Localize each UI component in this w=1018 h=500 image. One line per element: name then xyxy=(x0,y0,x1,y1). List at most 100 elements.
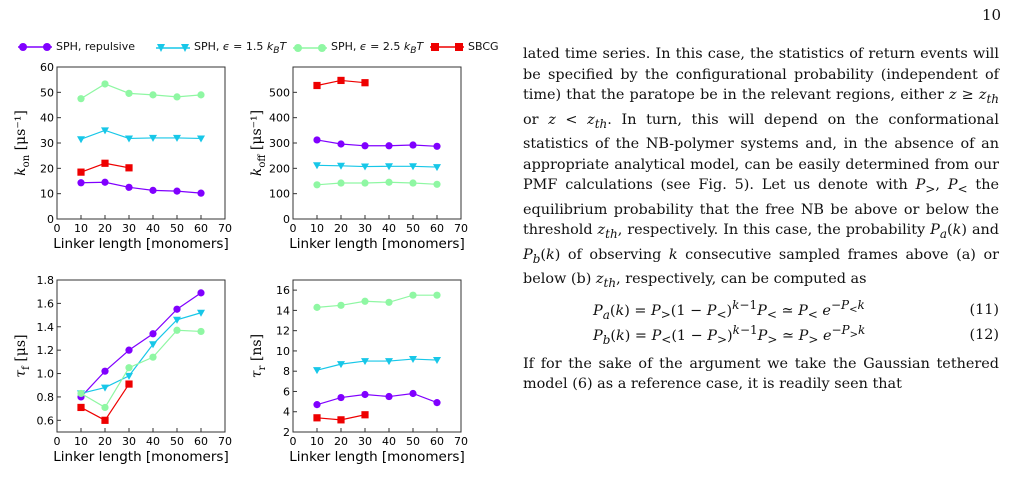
x-tick-label: 40 xyxy=(382,222,396,235)
series-1 xyxy=(77,289,205,401)
y-tick-label: 100 xyxy=(269,188,290,201)
data-point xyxy=(197,189,205,197)
y-tick-label: 10 xyxy=(276,345,290,358)
data-point xyxy=(125,89,133,97)
data-point xyxy=(385,298,393,306)
legend-item-sbcg: SBCG xyxy=(430,40,499,53)
x-tick-label: 30 xyxy=(358,222,372,235)
x-tick-label: 10 xyxy=(74,435,88,448)
data-point xyxy=(409,356,417,364)
y-tick-label: 1.4 xyxy=(37,321,55,334)
series-4 xyxy=(313,76,369,90)
series-3 xyxy=(313,291,441,311)
y-tick-label: 14 xyxy=(276,304,290,317)
data-point xyxy=(361,358,369,366)
y-tick-label: 500 xyxy=(269,86,290,99)
x-tick-label: 30 xyxy=(122,222,136,235)
x-tick-label: 60 xyxy=(430,435,444,448)
legend-label: SPH, repulsive xyxy=(56,40,136,53)
data-point xyxy=(409,179,417,187)
data-point xyxy=(149,330,157,338)
data-point xyxy=(101,159,109,167)
data-point xyxy=(385,392,393,401)
data-point xyxy=(361,297,369,305)
y-axis-label: τf [μs] xyxy=(13,334,32,377)
body-text: lated time series. In this case, the sta… xyxy=(523,44,999,395)
x-tick-label: 20 xyxy=(334,435,348,448)
data-point xyxy=(361,411,369,419)
data-point xyxy=(433,291,441,299)
x-tick-label: 0 xyxy=(290,435,297,448)
plot-frame xyxy=(292,279,462,433)
chart-3: 0 10 20 30 40 50 60 70 0.6 0.8 1.0 1.2 1.4 1.6 1.8 Link… xyxy=(13,274,232,465)
x-axis-label: Linker length [monomers] xyxy=(289,236,464,252)
plot-frame xyxy=(56,279,226,433)
data-point xyxy=(337,416,345,424)
series-4 xyxy=(77,159,133,176)
data-point xyxy=(101,127,109,135)
x-tick-label: 40 xyxy=(146,222,160,235)
y-tick-label: 1.2 xyxy=(37,344,55,357)
paragraph-1: lated time series. In this case, the sta… xyxy=(523,46,1000,291)
data-point xyxy=(149,134,157,142)
equation-11-body: Pa(k) = P>(1 − P<)k−1P< ≃ P< e−P<k xyxy=(593,298,865,322)
data-point xyxy=(337,393,345,402)
y-tick-label: 50 xyxy=(40,86,54,99)
data-point xyxy=(409,163,417,171)
series-3 xyxy=(313,178,441,189)
series-line xyxy=(316,392,438,406)
y-tick-label: 4 xyxy=(283,406,290,419)
series-1 xyxy=(313,389,441,409)
series-line xyxy=(80,181,202,194)
series-line xyxy=(80,83,202,100)
data-point xyxy=(125,346,133,354)
series-1 xyxy=(77,178,205,197)
data-point xyxy=(433,180,441,188)
series-1 xyxy=(313,136,441,150)
y-tick-label: 0.6 xyxy=(37,414,55,427)
data-point xyxy=(337,76,345,85)
data-point xyxy=(385,163,393,171)
y-tick-label: 1.8 xyxy=(37,274,55,287)
y-tick-label: 2 xyxy=(283,426,290,439)
series-2 xyxy=(77,309,205,398)
data-point xyxy=(433,164,441,172)
data-point xyxy=(101,403,109,412)
legend-item-sph-eps15: SPH, ϵ = 1.5 kBT xyxy=(156,40,286,56)
data-point xyxy=(433,399,441,407)
x-tick-label: 70 xyxy=(454,435,468,448)
series-line xyxy=(80,129,202,140)
data-point xyxy=(173,134,181,142)
equation-12-body: Pb(k) = P<(1 − P>)k−1P> ≃ P> e−P>k xyxy=(593,323,866,347)
x-tick-label: 70 xyxy=(454,222,468,235)
data-point xyxy=(77,403,85,412)
equation-12: Pb(k) = P<(1 − P>)k−1P> ≃ P> e−P>k (12) xyxy=(523,323,999,348)
data-point xyxy=(77,168,85,176)
paragraph-2: If for the sake of the argument we take … xyxy=(523,355,999,393)
series-3 xyxy=(77,80,205,103)
series-2 xyxy=(313,162,441,172)
data-point xyxy=(313,81,321,90)
data-point xyxy=(433,357,441,365)
legend-label: SPH, ϵ = 2.5 kBT xyxy=(331,40,424,57)
series-line xyxy=(80,329,202,409)
y-tick-label: 200 xyxy=(269,162,290,175)
data-point xyxy=(197,135,205,143)
data-point xyxy=(125,372,133,380)
data-point xyxy=(337,179,345,187)
y-tick-label: 1.0 xyxy=(37,368,55,381)
data-point xyxy=(313,162,321,170)
data-point xyxy=(337,301,345,309)
data-point xyxy=(149,341,157,349)
y-tick-label: 16 xyxy=(276,284,290,297)
x-tick-label: 50 xyxy=(170,435,184,448)
x-tick-label: 20 xyxy=(334,222,348,235)
data-point xyxy=(361,390,369,399)
data-point xyxy=(385,358,393,366)
data-point xyxy=(173,187,181,195)
data-point xyxy=(409,141,417,149)
data-point xyxy=(101,384,109,392)
data-point xyxy=(101,367,109,375)
legend-item-sph-repulsive: SPH, repulsive xyxy=(18,40,135,53)
